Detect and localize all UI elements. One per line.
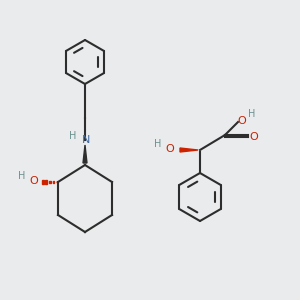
Text: N: N <box>82 135 90 145</box>
Text: O: O <box>166 144 174 154</box>
Polygon shape <box>45 180 47 184</box>
Text: H: H <box>69 131 77 141</box>
Polygon shape <box>180 148 198 152</box>
Polygon shape <box>83 145 87 163</box>
Polygon shape <box>42 180 43 184</box>
Text: H: H <box>248 109 256 119</box>
Text: H: H <box>154 139 162 149</box>
Text: O: O <box>250 132 258 142</box>
Text: O: O <box>238 116 246 126</box>
Text: H: H <box>18 171 26 181</box>
Polygon shape <box>49 181 51 183</box>
Text: O: O <box>30 176 38 186</box>
Polygon shape <box>52 181 54 183</box>
